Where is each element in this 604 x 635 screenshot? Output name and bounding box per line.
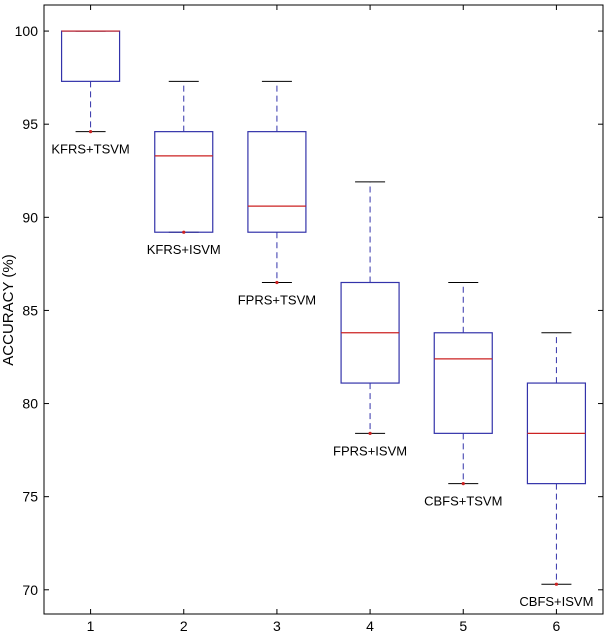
box-iqr (433, 332, 493, 434)
y-tick-label: 70 (22, 582, 38, 598)
y-axis: 70 75 80 85 90 95 100 (15, 23, 603, 598)
x-axis: 1 2 3 4 5 6 (87, 5, 561, 634)
min-marker (182, 230, 186, 234)
min-marker (554, 582, 559, 586)
y-axis-label: ACCURACY (%) (0, 254, 17, 365)
box-5: CBFS+TSVM (424, 281, 502, 509)
min-marker (88, 130, 93, 134)
min-marker (368, 431, 372, 435)
box-label: FPRS+TSVM (238, 292, 316, 307)
box-4: FPRS+ISVM (333, 181, 407, 458)
y-tick-label: 80 (22, 396, 38, 412)
box-label: KFRS+TSVM (51, 142, 129, 157)
x-tick-label: 1 (87, 618, 95, 634)
y-tick-label: 95 (22, 116, 38, 132)
plot-area (43, 4, 604, 615)
box-iqr (247, 131, 307, 233)
box-label: CBFS+TSVM (424, 494, 502, 509)
box-label: KFRS+ISVM (147, 242, 221, 257)
y-tick-label: 75 (22, 489, 38, 505)
x-tick-label: 6 (553, 618, 561, 634)
x-tick-label: 4 (366, 618, 374, 634)
y-tick-label: 85 (22, 302, 38, 318)
min-marker (461, 482, 465, 486)
x-tick-label: 3 (273, 618, 281, 634)
min-marker (275, 280, 279, 285)
box-6: CBFS+ISVM (519, 332, 593, 609)
box-3: FPRS+TSVM (238, 80, 316, 307)
box-label: FPRS+ISVM (333, 443, 407, 458)
x-tick-label: 2 (180, 618, 188, 634)
box-1: KFRS+TSVM (51, 30, 130, 157)
boxes-layer: KFRS+TSVM KFRS+ISVM FPRS+TSVM FPRS+ISVM CBFS… (51, 30, 593, 609)
y-tick-label: 100 (15, 23, 39, 39)
box-label: CBFS+ISVM (519, 594, 593, 609)
y-tick-label: 90 (22, 209, 38, 225)
box-2: KFRS+ISVM (147, 80, 221, 257)
x-tick-label: 5 (459, 618, 467, 634)
